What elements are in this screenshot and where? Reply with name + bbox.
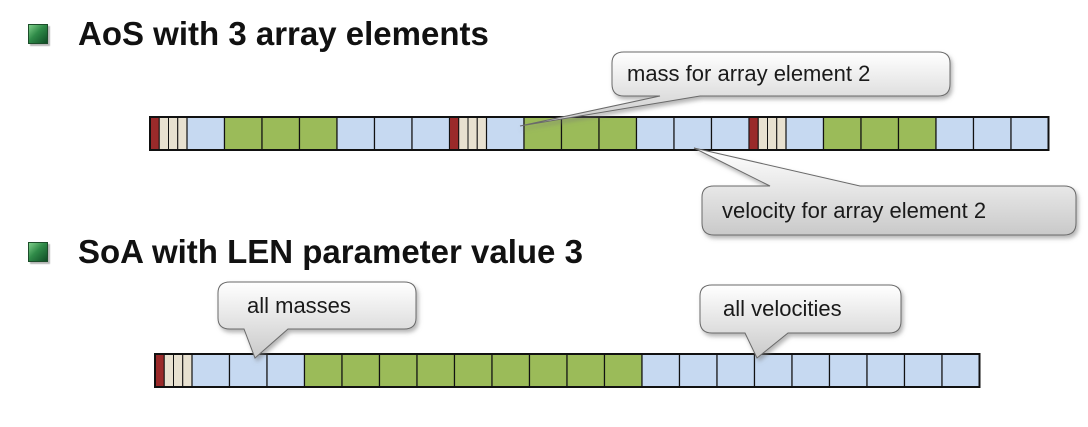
- green-square-bullet-icon: [28, 242, 48, 262]
- header-stripe: [168, 116, 179, 151]
- mass-cell: [453, 353, 493, 388]
- callout-all-velocities: all velocities: [699, 284, 902, 359]
- velocity-cell: [266, 353, 306, 388]
- soa-memory-bar: [154, 353, 981, 388]
- header-stripe: [173, 353, 184, 388]
- velocity-cell: [716, 353, 756, 388]
- mass-cell: [860, 116, 900, 151]
- mass-cell: [528, 353, 568, 388]
- mass-cell: [598, 116, 638, 151]
- mass-cell: [223, 116, 263, 151]
- velocity-cell: [1010, 116, 1050, 151]
- header-stripe: [757, 116, 768, 151]
- velocity-cell: [411, 116, 451, 151]
- velocity-cell: [828, 353, 868, 388]
- header-stripe: [748, 116, 759, 151]
- velocity-cell: [485, 116, 525, 151]
- header-stripe: [776, 116, 787, 151]
- velocity-cell: [191, 353, 231, 388]
- aos-memory-bar: [149, 116, 1050, 151]
- header-stripe: [467, 116, 478, 151]
- velocity-cell: [673, 116, 713, 151]
- velocity-cell: [972, 116, 1012, 151]
- callout-all-velocities-text: all velocities: [723, 296, 842, 321]
- velocity-cell: [935, 116, 975, 151]
- header-stripe: [182, 353, 193, 388]
- header-stripe: [163, 353, 174, 388]
- velocity-cell: [941, 353, 981, 388]
- mass-cell: [566, 353, 606, 388]
- mass-cell: [416, 353, 456, 388]
- callout-all-masses: all masses: [217, 281, 417, 359]
- soa-bar-outline: [154, 353, 981, 388]
- header-stripe: [476, 116, 487, 151]
- header-stripe: [149, 116, 160, 151]
- soa-heading: SoA with LEN parameter value 3: [78, 233, 583, 270]
- velocity-cell: [678, 353, 718, 388]
- mass-cell: [341, 353, 381, 388]
- header-stripe: [449, 116, 460, 151]
- velocity-cell: [228, 353, 268, 388]
- velocity-cell: [710, 116, 750, 151]
- aos-bar-outline: [149, 116, 1050, 151]
- callout-mass-aos-text: mass for array element 2: [627, 61, 870, 86]
- mass-cell: [303, 353, 343, 388]
- velocity-cell: [641, 353, 681, 388]
- header-stripe: [177, 116, 188, 151]
- callout-all-masses-text: all masses: [247, 293, 351, 318]
- callout-mass-aos: mass for array element 2: [519, 51, 951, 127]
- velocity-cell: [866, 353, 906, 388]
- mass-cell: [603, 353, 643, 388]
- callout-velocity-aos-text: velocity for array element 2: [722, 198, 986, 223]
- header-stripe: [767, 116, 778, 151]
- mass-cell: [261, 116, 301, 151]
- velocity-cell: [373, 116, 413, 151]
- velocity-cell: [791, 353, 831, 388]
- velocity-cell: [635, 116, 675, 151]
- velocity-cell: [753, 353, 793, 388]
- header-stripe: [154, 353, 165, 388]
- bullet-aos: AoS with 3 array elements: [28, 15, 489, 53]
- velocity-cell: [785, 116, 825, 151]
- mass-cell: [491, 353, 531, 388]
- aos-heading: AoS with 3 array elements: [78, 15, 489, 52]
- velocity-cell: [336, 116, 376, 151]
- velocity-cell: [186, 116, 226, 151]
- header-stripe: [158, 116, 169, 151]
- header-stripe: [458, 116, 469, 151]
- mass-cell: [298, 116, 338, 151]
- callout-velocity-aos: velocity for array element 2: [693, 147, 1077, 236]
- velocity-cell: [903, 353, 943, 388]
- mass-cell: [560, 116, 600, 151]
- mass-cell: [897, 116, 937, 151]
- green-square-bullet-icon: [28, 24, 48, 44]
- mass-cell: [822, 116, 862, 151]
- bullet-soa: SoA with LEN parameter value 3: [28, 233, 583, 271]
- mass-cell: [378, 353, 418, 388]
